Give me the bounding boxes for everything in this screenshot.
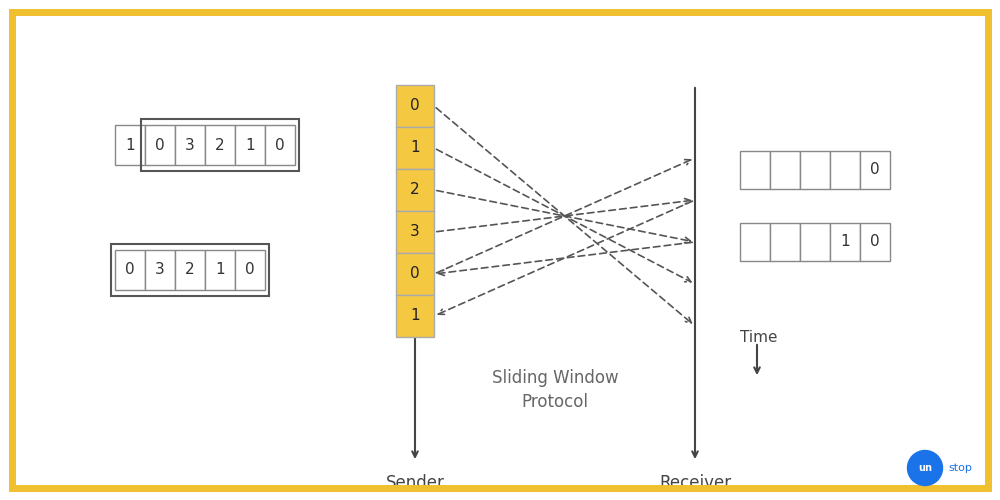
Text: stop: stop xyxy=(948,463,972,473)
Text: 2: 2 xyxy=(185,262,195,278)
Text: 0: 0 xyxy=(245,262,255,278)
Bar xyxy=(740,223,770,261)
Text: 0: 0 xyxy=(410,98,420,114)
Text: 1: 1 xyxy=(840,234,850,250)
Circle shape xyxy=(908,450,942,486)
Text: 3: 3 xyxy=(155,262,165,278)
Text: 0: 0 xyxy=(410,266,420,281)
Text: 0: 0 xyxy=(155,138,165,152)
Text: 1: 1 xyxy=(410,308,420,324)
Text: 0: 0 xyxy=(125,262,135,278)
Bar xyxy=(145,125,175,165)
Bar xyxy=(830,223,860,261)
Bar xyxy=(800,151,830,189)
Text: 2: 2 xyxy=(410,182,420,198)
Bar xyxy=(115,250,145,290)
Bar xyxy=(141,119,299,171)
Bar xyxy=(396,211,434,253)
Bar xyxy=(175,250,205,290)
Bar xyxy=(860,151,890,189)
Bar xyxy=(145,250,175,290)
Text: 2: 2 xyxy=(215,138,225,152)
Bar xyxy=(111,244,269,296)
Text: Receiver: Receiver xyxy=(659,474,731,492)
Bar xyxy=(205,125,235,165)
Text: 1: 1 xyxy=(410,140,420,156)
Bar xyxy=(115,125,145,165)
Text: Sliding Window
Protocol: Sliding Window Protocol xyxy=(492,369,618,411)
Bar xyxy=(205,250,235,290)
Bar xyxy=(396,127,434,169)
Bar xyxy=(770,151,800,189)
Bar xyxy=(830,151,860,189)
Bar xyxy=(396,295,434,337)
Bar xyxy=(770,223,800,261)
Bar xyxy=(396,253,434,295)
Bar xyxy=(740,151,770,189)
Text: Time: Time xyxy=(740,330,778,345)
Bar xyxy=(396,85,434,127)
Text: 0: 0 xyxy=(870,162,880,178)
Bar xyxy=(860,223,890,261)
Bar xyxy=(800,223,830,261)
Text: 0: 0 xyxy=(870,234,880,250)
Text: 1: 1 xyxy=(215,262,225,278)
Text: 1: 1 xyxy=(125,138,135,152)
Text: 3: 3 xyxy=(185,138,195,152)
Bar xyxy=(235,250,265,290)
Text: un: un xyxy=(918,463,932,473)
Text: 1: 1 xyxy=(245,138,255,152)
Text: 0: 0 xyxy=(275,138,285,152)
Text: Sender: Sender xyxy=(386,474,444,492)
Text: 3: 3 xyxy=(410,224,420,240)
Bar xyxy=(235,125,265,165)
Bar xyxy=(396,169,434,211)
Bar xyxy=(175,125,205,165)
Bar xyxy=(265,125,295,165)
